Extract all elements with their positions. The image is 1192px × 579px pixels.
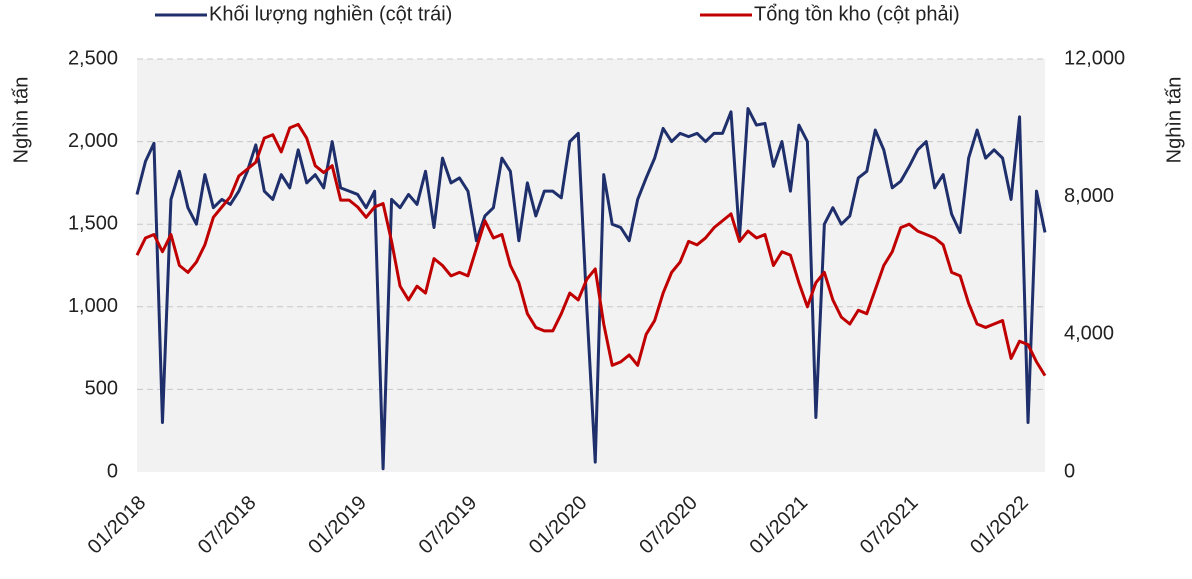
y-tick-label: 1,500 — [68, 212, 118, 234]
x-tick-label: 07/2019 — [415, 492, 482, 559]
y2-tick-label: 0 — [1064, 460, 1075, 482]
x-tick-label: 01/2019 — [304, 492, 371, 559]
x-tick-label: 07/2020 — [635, 492, 702, 559]
y-tick-label: 2,000 — [68, 130, 118, 152]
x-tick-label: 01/2020 — [525, 492, 592, 559]
y-axis-label: Nghìn tấn — [10, 77, 32, 164]
y2-axis-label: Nghìn tấn — [1163, 77, 1185, 164]
y2-tick-label: 8,000 — [1064, 185, 1114, 207]
y2-tick-label: 12,000 — [1064, 47, 1125, 69]
y-tick-label: 1,000 — [68, 295, 118, 317]
series-line — [135, 107, 1047, 471]
y2-tick-label: 4,000 — [1064, 323, 1114, 345]
x-tick-label: 01/2018 — [84, 492, 151, 559]
series-line — [135, 122, 1047, 377]
y-tick-label: 0 — [107, 460, 118, 482]
x-tick-label: 01/2022 — [966, 492, 1033, 559]
x-tick-label: 07/2021 — [856, 492, 923, 559]
y-tick-label: 500 — [85, 378, 118, 400]
x-tick-label: 07/2018 — [194, 492, 261, 559]
legend-label: Khối lượng nghiền (cột trái) — [209, 3, 452, 25]
legend-label: Tổng tồn kho (cột phải) — [754, 3, 960, 25]
y-tick-label: 2,500 — [68, 47, 118, 69]
x-tick-label: 01/2021 — [745, 492, 812, 559]
